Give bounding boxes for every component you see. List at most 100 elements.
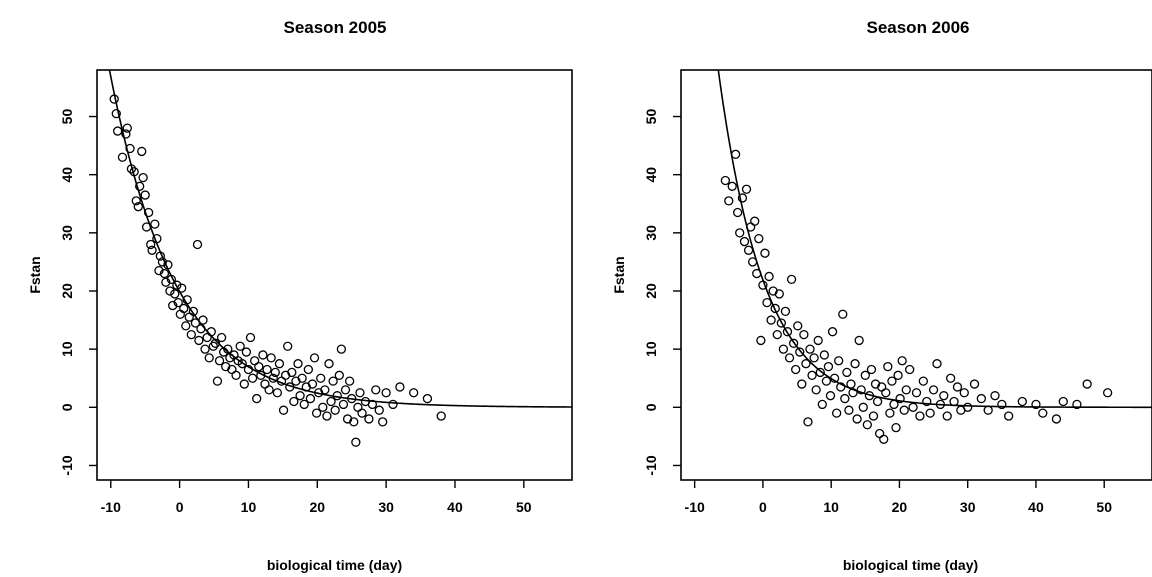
data-point <box>788 338 799 348</box>
data-point <box>212 376 223 386</box>
data-point <box>858 402 868 412</box>
y-tick-label: 20 <box>643 283 659 299</box>
data-point <box>922 396 932 407</box>
data-point <box>823 361 834 372</box>
y-axis-label: Fstan <box>27 256 43 293</box>
data-point <box>850 359 860 369</box>
data-point <box>168 300 178 311</box>
data-point <box>111 108 121 119</box>
data-point <box>338 399 349 410</box>
data-point <box>819 350 829 360</box>
data-point <box>129 167 139 177</box>
y-tick-label: 10 <box>59 341 75 357</box>
data-point <box>1082 379 1092 389</box>
y-tick-label: 40 <box>59 167 75 183</box>
data-point <box>395 382 405 392</box>
data-point <box>274 359 285 369</box>
data-point <box>287 367 297 378</box>
data-point <box>256 370 266 380</box>
panel-season-2006: Season 2006 -10 0 10 20 30 40 50 -10 0 10 20 30 40 50 b… <box>611 18 1152 573</box>
data-point <box>311 408 322 418</box>
data-point <box>223 344 233 354</box>
panel-season-2005: Season 2005 -10 0 10 20 30 40 50 -10 0 10 20 30 40 50 b… <box>27 18 573 573</box>
data-point <box>235 341 245 351</box>
data-point <box>997 399 1007 410</box>
data-point <box>422 393 433 404</box>
data-point <box>932 359 942 369</box>
data-point <box>293 359 303 369</box>
data-point <box>1004 411 1014 421</box>
data-point <box>805 344 815 354</box>
data-point <box>166 274 177 285</box>
data-point <box>135 181 145 191</box>
data-point <box>206 327 216 337</box>
data-point <box>745 222 756 232</box>
data-point <box>874 428 885 439</box>
data-point <box>347 393 357 404</box>
data-point <box>829 373 840 383</box>
data-point <box>260 379 270 389</box>
data-point <box>860 370 870 380</box>
data-point <box>247 373 258 383</box>
data-point <box>216 332 227 343</box>
data-point <box>727 181 737 191</box>
data-point <box>239 379 249 389</box>
data-point <box>146 239 156 250</box>
x-tick-label: 40 <box>1028 499 1044 515</box>
data-point <box>735 228 745 238</box>
data-point <box>815 367 825 378</box>
y-axis-label: Fstan <box>611 256 627 293</box>
data-point <box>328 376 338 386</box>
data-point <box>297 373 307 383</box>
data-points <box>720 149 1113 444</box>
data-point <box>752 268 762 279</box>
data-point <box>760 248 770 258</box>
data-point <box>748 257 758 267</box>
data-point <box>143 207 154 218</box>
data-point <box>198 315 208 325</box>
data-point <box>324 359 334 369</box>
data-point <box>750 216 760 226</box>
data-point <box>131 196 141 206</box>
data-point <box>192 239 203 250</box>
y-tick-label: 30 <box>59 225 75 241</box>
data-point <box>388 399 398 410</box>
x-tick-label: 20 <box>310 499 326 515</box>
data-point <box>825 391 836 401</box>
y-tick-label: 20 <box>59 283 75 299</box>
data-point <box>872 396 883 407</box>
data-point <box>243 364 254 375</box>
data-point <box>208 341 218 351</box>
data-point <box>188 306 199 317</box>
data-point <box>990 391 1000 401</box>
chart-title: Season 2006 <box>866 18 969 37</box>
data-point <box>897 356 907 366</box>
data-point <box>163 260 173 270</box>
data-point <box>299 399 309 410</box>
data-point <box>270 367 280 378</box>
data-point <box>1031 399 1041 410</box>
x-tick-label: 10 <box>241 499 257 515</box>
y-tick-label: 10 <box>643 341 659 357</box>
data-point <box>353 402 363 412</box>
data-point <box>852 414 862 424</box>
data-point <box>885 408 895 418</box>
data-point <box>154 265 164 276</box>
fitted-curve <box>108 70 572 408</box>
x-tick-label: 30 <box>960 499 976 515</box>
data-point <box>1038 408 1048 418</box>
data-point <box>813 335 823 346</box>
data-point <box>186 329 196 340</box>
data-point <box>210 338 221 348</box>
data-point <box>181 321 191 331</box>
data-point <box>908 402 918 412</box>
data-point <box>141 222 152 232</box>
data-point <box>758 280 768 290</box>
data-point <box>856 385 866 395</box>
data-point <box>817 399 827 410</box>
data-point <box>776 318 786 328</box>
data-point <box>436 411 446 421</box>
x-axis-label: biological time (day) <box>267 557 402 573</box>
y-tick-label: 30 <box>643 225 659 241</box>
data-point <box>316 373 326 383</box>
